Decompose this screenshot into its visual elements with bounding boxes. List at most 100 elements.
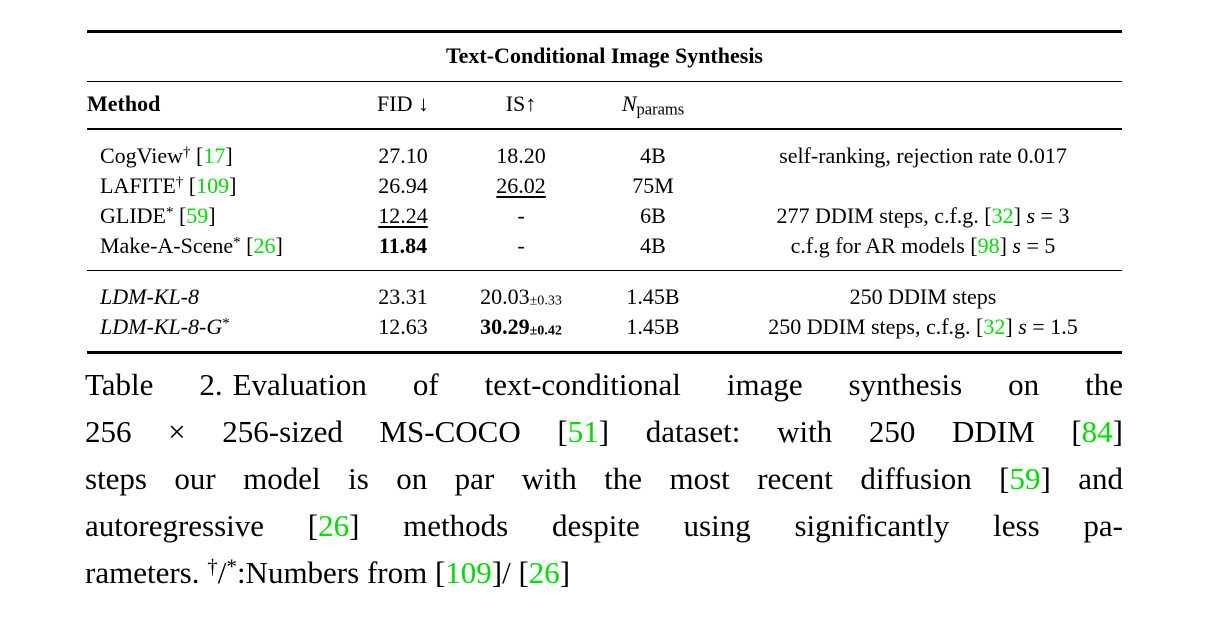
cell-method: LDM-KL-8-G* bbox=[87, 312, 346, 353]
text-segment: 12.24 bbox=[378, 203, 428, 228]
text-segment: 12.63 bbox=[378, 314, 428, 339]
text-segment: s bbox=[1026, 203, 1036, 228]
cell-fid: 12.24 bbox=[346, 201, 460, 231]
cell-fid: 27.10 bbox=[346, 129, 460, 171]
text-segment: * bbox=[226, 554, 237, 579]
text-segment: [ bbox=[183, 173, 197, 198]
text-segment: 6B bbox=[640, 203, 666, 228]
text-segment: s bbox=[1018, 314, 1027, 339]
text-segment: 256 × 256-sized MS-COCO [ bbox=[85, 414, 568, 449]
text-segment: ] bbox=[275, 233, 283, 258]
text-segment: LAFITE bbox=[100, 173, 176, 198]
table-group-1: CogView† [17] 27.10 18.20 4B self-ranking, r… bbox=[87, 129, 1122, 271]
citation-link[interactable]: 32 bbox=[991, 203, 1014, 228]
cell-nparams: 6B bbox=[582, 201, 724, 231]
text-segment: ] dataset: with 250 DDIM [ bbox=[598, 414, 1082, 449]
text-segment: 30.29 bbox=[480, 314, 530, 339]
text-segment: ] bbox=[1013, 203, 1027, 228]
text-segment: 1.45B bbox=[626, 314, 680, 339]
text-segment: 26.94 bbox=[378, 173, 428, 198]
text-segment: 250 DDIM steps bbox=[849, 284, 997, 309]
cell-fid: 23.31 bbox=[346, 271, 460, 313]
text-segment: CogView bbox=[100, 143, 184, 168]
text-segment: 1.45B bbox=[626, 284, 680, 309]
text-segment: autoregressive [ bbox=[85, 508, 319, 543]
text-segment: * bbox=[233, 234, 241, 251]
text-segment: ±0.33 bbox=[529, 292, 562, 309]
text-segment: = 3 bbox=[1035, 203, 1070, 228]
text-segment: * bbox=[165, 204, 174, 221]
citation-link[interactable]: 26 bbox=[318, 508, 350, 543]
text-segment: GLIDE bbox=[100, 203, 166, 228]
cell-method: LAFITE† [109] bbox=[87, 171, 346, 201]
text-segment: Method bbox=[87, 91, 161, 116]
cell-method: Make-A-Scene* [26] bbox=[87, 231, 346, 271]
cell-fid: 11.84 bbox=[346, 231, 460, 271]
table-head: Text-Conditional Image Synthesis Method … bbox=[87, 31, 1122, 130]
text-segment: / bbox=[217, 555, 227, 590]
citation-link[interactable]: 51 bbox=[567, 414, 599, 449]
text-segment: ] bbox=[225, 143, 233, 168]
text-segment: † bbox=[207, 554, 218, 579]
cell-comment bbox=[724, 171, 1122, 201]
citation-link[interactable]: 32 bbox=[983, 314, 1006, 339]
citation-link[interactable]: 26 bbox=[253, 233, 276, 258]
cell-nparams: 75M bbox=[582, 171, 724, 201]
cell-is: 18.20 bbox=[460, 129, 582, 171]
cell-method: LDM-KL-8 bbox=[87, 271, 346, 313]
citation-link[interactable]: 98 bbox=[977, 233, 1000, 258]
text-segment: c.f.g for AR models [ bbox=[790, 233, 978, 258]
text-segment: ] bbox=[999, 233, 1013, 258]
text-segment: [ bbox=[173, 203, 187, 228]
table-caption: Table 2. Evaluation of text-conditional i… bbox=[85, 361, 1123, 596]
text-segment: 75M bbox=[632, 173, 674, 198]
text-segment: * bbox=[222, 315, 230, 332]
cell-nparams: 1.45B bbox=[582, 271, 724, 313]
col-header-nparams: Nparams bbox=[582, 81, 724, 130]
cell-nparams: 4B bbox=[582, 129, 724, 171]
text-segment: [ bbox=[190, 143, 204, 168]
table-header-row: Method FID ↓ IS↑ Nparams bbox=[87, 81, 1122, 130]
text-segment: Evaluation of text-conditional image syn… bbox=[232, 367, 1124, 402]
text-segment: ] bbox=[1005, 314, 1019, 339]
text-segment: 20.03 bbox=[480, 284, 530, 309]
citation-link[interactable]: 109 bbox=[196, 173, 230, 198]
text-segment: 4B bbox=[640, 143, 666, 168]
text-segment: † bbox=[175, 174, 184, 191]
text-segment: † bbox=[183, 144, 191, 161]
cell-is: 30.29±0.42 bbox=[460, 312, 582, 353]
cell-nparams: 4B bbox=[582, 231, 724, 271]
citation-link[interactable]: 26 bbox=[528, 555, 560, 590]
text-segment: Table 2. bbox=[85, 367, 223, 402]
citation-link[interactable]: 59 bbox=[186, 203, 209, 228]
table-figure: Text-Conditional Image Synthesis Method … bbox=[87, 30, 1122, 354]
citation-link[interactable]: 59 bbox=[1009, 461, 1041, 496]
text-segment: IS↑ bbox=[505, 91, 537, 116]
cell-is: 20.03±0.33 bbox=[460, 271, 582, 313]
text-segment: s bbox=[1012, 233, 1021, 258]
citation-link[interactable]: 84 bbox=[1081, 414, 1113, 449]
text-segment: FID ↓ bbox=[377, 91, 429, 116]
table-row: Make-A-Scene* [26] 11.84 - 4B c.f.g for AR m… bbox=[87, 231, 1122, 271]
results-table: Text-Conditional Image Synthesis Method … bbox=[87, 30, 1122, 354]
citation-link[interactable]: 17 bbox=[203, 143, 226, 168]
cell-is: - bbox=[460, 231, 582, 271]
cell-is: - bbox=[460, 201, 582, 231]
table-row: CogView† [17] 27.10 18.20 4B self-ranking, r… bbox=[87, 129, 1122, 171]
text-segment: ±0.42 bbox=[529, 322, 562, 339]
text-segment: Make-A-Scene bbox=[100, 233, 234, 258]
citation-link[interactable]: 109 bbox=[445, 555, 492, 590]
text-segment: 277 DDIM steps, c.f.g. [ bbox=[776, 203, 992, 228]
cell-fid: 12.63 bbox=[346, 312, 460, 353]
cell-method: CogView† [17] bbox=[87, 129, 346, 171]
text-segment: 11.84 bbox=[378, 233, 428, 258]
text-segment: N bbox=[621, 91, 637, 116]
table-title: Text-Conditional Image Synthesis bbox=[87, 31, 1122, 82]
text-segment: 250 DDIM steps, c.f.g. [ bbox=[768, 314, 984, 339]
text-segment: ] bbox=[208, 203, 216, 228]
table-row: LDM-KL-8 23.31 20.03±0.33 1.45B 250 DDIM ste… bbox=[87, 271, 1122, 313]
caption-line: 256 × 256-sized MS-COCO [51] dataset: wi… bbox=[85, 408, 1123, 455]
table-title-row: Text-Conditional Image Synthesis bbox=[87, 31, 1122, 82]
text-segment: 26.02 bbox=[496, 173, 546, 198]
cell-is: 26.02 bbox=[460, 171, 582, 201]
